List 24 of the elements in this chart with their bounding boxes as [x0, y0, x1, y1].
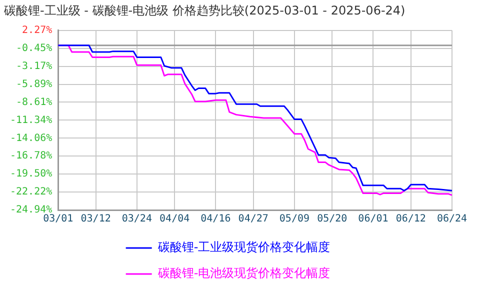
x-tick-label: 04/27 — [238, 214, 268, 225]
x-tick-label: 05/20 — [317, 214, 348, 225]
y-tick-label: -19.50% — [10, 168, 52, 180]
y-tick-label: -5.89% — [16, 78, 52, 90]
y-tick-label: -14.06% — [10, 132, 52, 144]
y-tick-label: -8.61% — [16, 96, 52, 108]
y-tick-label: 2.27% — [22, 24, 52, 36]
legend-label: 碳酸锂-工业级现货价格变化幅度 — [156, 240, 330, 254]
x-tick-label: 06/24 — [436, 214, 468, 225]
chart-title: 碳酸锂-工业级 - 碳酸锂-电池级 价格趋势比较(2025-03-01 - 2025-06-24) — [3, 3, 406, 18]
x-tick-label: 06/01 — [358, 214, 388, 225]
x-tick-label: 03/12 — [80, 214, 111, 225]
y-tick-label: -22.22% — [10, 186, 52, 198]
x-tick-label: 03/01 — [43, 214, 74, 225]
y-tick-label: -0.45% — [16, 42, 52, 54]
y-tick-label: -3.17% — [16, 60, 52, 72]
y-tick-label: -11.34% — [10, 114, 52, 126]
x-tick-label: 04/04 — [160, 214, 190, 225]
x-tick-label: 05/09 — [279, 214, 310, 225]
x-tick-label: 06/12 — [396, 214, 426, 225]
x-tick-label: 03/24 — [122, 214, 152, 225]
legend-label: 碳酸锂-电池级现货价格变化幅度 — [156, 266, 330, 280]
x-tick-label: 04/16 — [200, 214, 231, 225]
y-tick-label: -16.78% — [10, 150, 52, 162]
